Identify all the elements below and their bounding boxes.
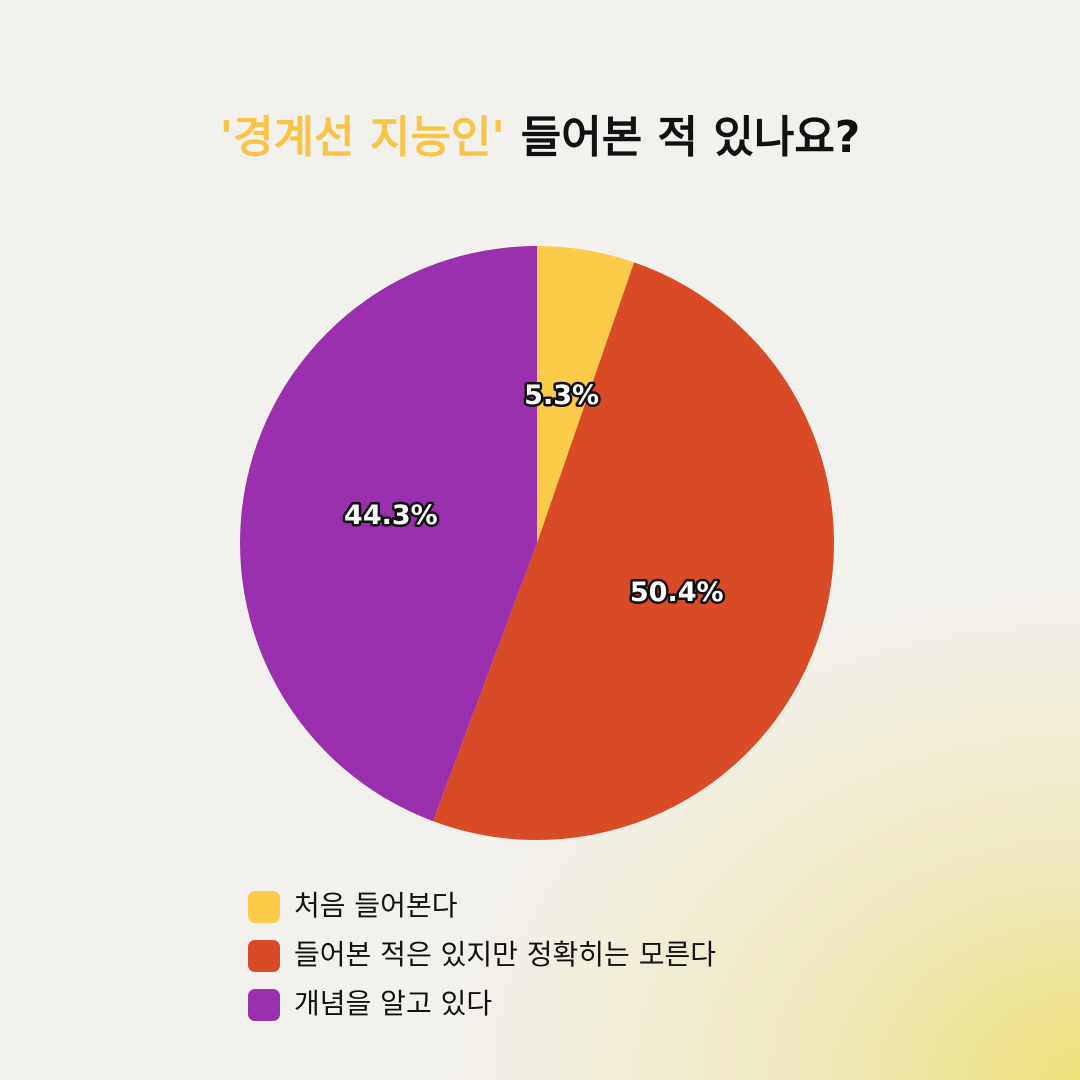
pie-slice [432,262,835,841]
legend-label: 개념을 알고 있다 [294,987,492,1020]
legend-label: 처음 들어본다 [294,889,457,922]
legend-swatch [248,891,280,923]
data-label: 44.3% [344,500,438,531]
title-main: 들어본 적 있나요? [521,112,861,163]
legend-label: 들어본 적은 있지만 정확히는 모른다 [294,938,716,971]
pie-slice [537,246,635,543]
data-label: 50.4% [630,577,724,608]
pie-slice [240,246,537,822]
chart-title: '경계선 지능인' 들어본 적 있나요? [220,112,861,163]
legend-swatch [248,940,280,972]
legend-swatch [248,989,280,1021]
data-label: 5.3% [524,380,599,411]
title-highlight: '경계선 지능인' [220,112,505,163]
